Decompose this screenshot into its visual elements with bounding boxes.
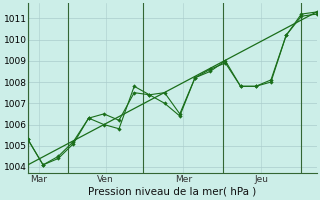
X-axis label: Pression niveau de la mer( hPa ): Pression niveau de la mer( hPa ) [88, 187, 256, 197]
